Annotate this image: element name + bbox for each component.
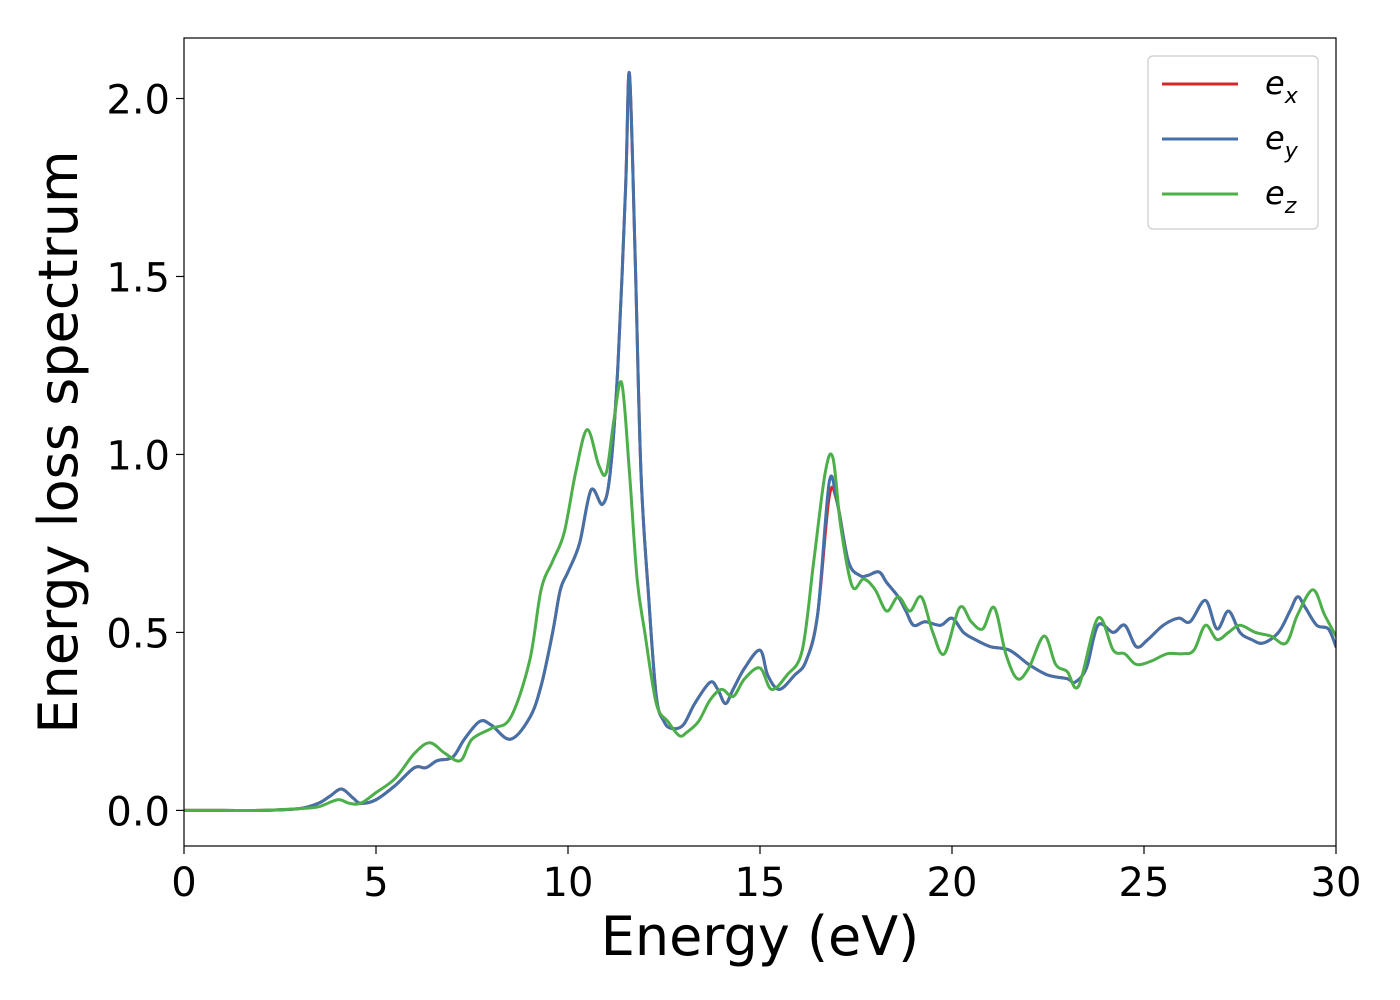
x-tick-label: 20 (927, 860, 978, 906)
x-tick-label: 25 (1119, 860, 1170, 906)
y-tick-label: 2.0 (106, 78, 170, 124)
y-tick-label: 1.0 (106, 433, 170, 479)
series-layer (184, 70, 1336, 813)
x-tick-label: 0 (171, 860, 196, 906)
x-tick-label: 10 (543, 860, 594, 906)
legend-label-y: ey (1265, 119, 1299, 164)
legend-label-x: ex (1265, 64, 1299, 109)
y-tick-label: 0.5 (106, 611, 170, 657)
legend-label-z: ez (1265, 174, 1297, 219)
legend-box (1147, 55, 1319, 230)
legend: ex ey ez (1147, 55, 1319, 230)
y-axis-title: Energy loss spectrum (27, 150, 90, 733)
series-line-y (184, 70, 1336, 813)
y-axis: 0.0 0.5 1.0 1.5 2.0 (106, 78, 184, 835)
y-tick-label: 0.0 (106, 789, 170, 835)
x-tick-label: 5 (363, 860, 388, 906)
x-tick-label: 15 (735, 860, 786, 906)
x-tick-label: 30 (1311, 860, 1362, 906)
x-axis-title: Energy (eV) (601, 905, 920, 968)
series-line-z (184, 380, 1336, 813)
x-axis: 0 5 10 15 20 25 30 (171, 846, 1361, 906)
y-tick-label: 1.5 (106, 255, 170, 301)
